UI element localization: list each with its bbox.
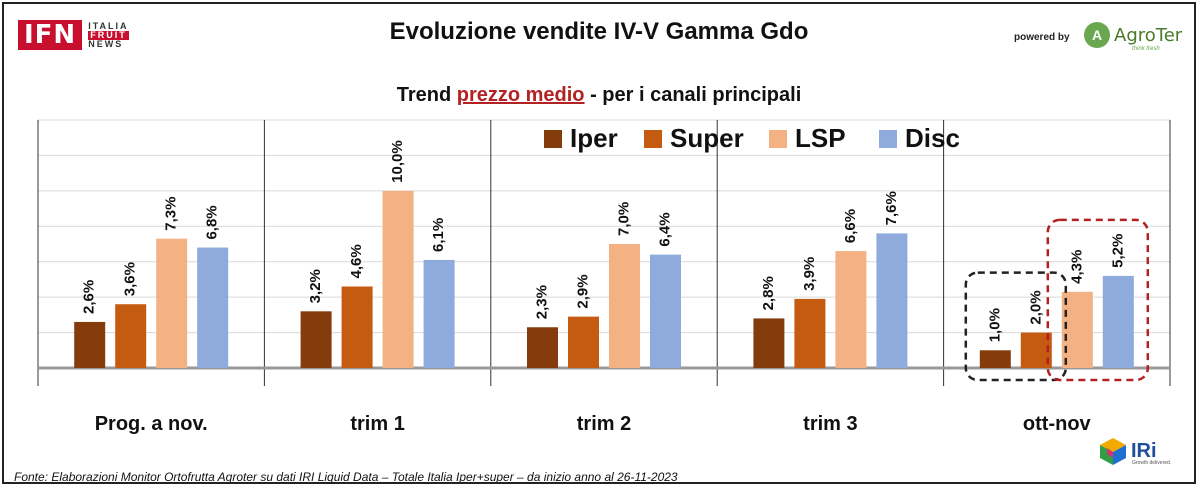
- subtitle-suffix: - per i canali principali: [584, 84, 802, 106]
- bar-lsp: [156, 238, 188, 368]
- data-label: 7,6%: [883, 191, 900, 225]
- agroter-logo: A AgroTer think fresh: [1084, 22, 1183, 52]
- data-label: 2,9%: [574, 274, 591, 308]
- highlight-box-iper-super: [964, 271, 1068, 382]
- data-label: 6,1%: [430, 218, 447, 252]
- bar-iper: [300, 311, 332, 368]
- ifn-logo-words: ITALIA FRUIT NEWS: [88, 20, 129, 49]
- iri-cube-icon: [1100, 438, 1126, 465]
- page-title: Evoluzione vendite IV-V Gamma Gdo: [389, 18, 809, 45]
- legend-swatch-disc: [879, 130, 897, 148]
- legend-label-lsp: LSP: [795, 123, 846, 153]
- legend-label-super: Super: [670, 123, 744, 153]
- legend-label-iper: Iper: [570, 123, 618, 153]
- data-label: 3,2%: [307, 269, 324, 303]
- bar-iper: [979, 350, 1011, 368]
- data-label: 3,6%: [122, 262, 139, 296]
- category-label: Prog. a nov.: [95, 413, 208, 435]
- data-label: 2,3%: [533, 285, 550, 319]
- ifn-logo-word-italia: ITALIA: [88, 20, 129, 31]
- data-label: 7,0%: [615, 202, 632, 236]
- subtitle-prefix: Trend: [396, 84, 457, 106]
- data-label: 5,2%: [1109, 234, 1126, 268]
- data-label: 4,3%: [1068, 250, 1085, 284]
- legend-swatch-super: [644, 130, 662, 148]
- bar-lsp: [835, 251, 867, 368]
- bar-lsp: [609, 244, 640, 368]
- bar-disc: [423, 259, 455, 368]
- data-label: 6,6%: [842, 209, 859, 243]
- agroter-leaf-icon: A: [1084, 22, 1110, 48]
- iri-logo-text: IRi: [1131, 440, 1157, 462]
- bar-iper: [527, 327, 558, 368]
- data-label: 1,0%: [986, 308, 1003, 342]
- bar-iper: [74, 321, 106, 368]
- iri-logo: IRi Growth delivered.: [1098, 436, 1171, 466]
- ifn-logo: IFN ITALIA FRUIT NEWS: [18, 20, 129, 50]
- bar-super: [115, 304, 147, 368]
- chart-subtitle: Trend prezzo medio - per i canali princi…: [4, 84, 1194, 107]
- data-label: 2,0%: [1027, 290, 1044, 324]
- category-label: trim 3: [803, 413, 857, 435]
- subtitle-highlight: prezzo medio: [456, 84, 585, 106]
- ifn-logo-letters: IFN: [18, 20, 83, 50]
- bar-iper: [753, 318, 785, 368]
- data-label: 2,8%: [760, 276, 777, 310]
- data-label: 10,0%: [389, 140, 406, 183]
- bar-disc: [876, 233, 908, 368]
- legend-swatch-lsp: [769, 130, 787, 148]
- data-label: 4,6%: [348, 244, 365, 278]
- powered-by-label: powered by: [1014, 32, 1070, 43]
- data-label: 3,9%: [801, 257, 818, 291]
- legend-swatch-iper: [544, 130, 562, 148]
- category-label: trim 2: [577, 413, 631, 435]
- data-label: 6,4%: [656, 212, 673, 246]
- agroter-name: AgroTer: [1114, 24, 1183, 46]
- bar-lsp: [382, 190, 414, 368]
- category-label: trim 1: [350, 413, 404, 435]
- ifn-logo-word-fruit: FRUIT: [88, 29, 129, 40]
- data-label: 2,6%: [81, 280, 98, 314]
- data-label: 6,8%: [204, 205, 221, 239]
- highlight-box-lsp-disc: [1046, 218, 1150, 382]
- bar-disc: [650, 254, 681, 368]
- bar-disc: [1102, 275, 1134, 368]
- ifn-logo-word-news: NEWS: [88, 38, 124, 49]
- legend-label-disc: Disc: [905, 123, 960, 153]
- agroter-tagline: think fresh: [1132, 46, 1160, 52]
- bar-super: [794, 298, 826, 368]
- category-label: ott-nov: [1023, 413, 1092, 435]
- bar-super: [568, 316, 599, 368]
- source-note: Fonte: Elaborazioni Monitor Ortofrutta A…: [14, 470, 678, 484]
- bar-disc: [197, 247, 229, 368]
- bar-super: [341, 286, 373, 368]
- bar-chart: 2,6% 3,2% 2,3% 2,8% 1,0% 3,6% 4,6% 2,9% 3,9% 2,0%…: [37, 119, 1171, 435]
- data-label: 7,3%: [163, 196, 180, 230]
- iri-tagline: Growth delivered.: [1132, 460, 1172, 466]
